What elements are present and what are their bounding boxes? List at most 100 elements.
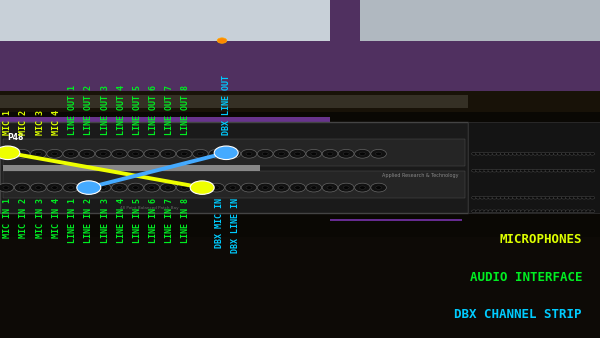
Circle shape [476, 210, 481, 213]
Circle shape [322, 149, 338, 158]
Circle shape [149, 152, 155, 155]
Text: DBX MIC IN: DBX MIC IN [215, 198, 223, 248]
Circle shape [311, 186, 317, 189]
Circle shape [112, 149, 127, 158]
Circle shape [533, 152, 538, 155]
Circle shape [557, 152, 562, 155]
Bar [0, 122, 468, 213]
Circle shape [484, 196, 488, 199]
Circle shape [492, 152, 497, 155]
Circle shape [181, 186, 187, 189]
Circle shape [63, 149, 79, 158]
Circle shape [480, 169, 485, 172]
Text: LINE OUT 3: LINE OUT 3 [101, 85, 110, 135]
Circle shape [214, 146, 238, 160]
Circle shape [500, 210, 505, 213]
Circle shape [112, 183, 127, 192]
Circle shape [517, 210, 521, 213]
Circle shape [488, 169, 493, 172]
Circle shape [496, 210, 501, 213]
Circle shape [165, 152, 171, 155]
Circle shape [590, 152, 595, 155]
Circle shape [79, 183, 95, 192]
Circle shape [197, 186, 203, 189]
Circle shape [537, 152, 542, 155]
Circle shape [343, 152, 349, 155]
Circle shape [545, 210, 550, 213]
Circle shape [355, 183, 370, 192]
Circle shape [290, 183, 305, 192]
Circle shape [14, 183, 30, 192]
Circle shape [508, 196, 513, 199]
Circle shape [484, 169, 488, 172]
Circle shape [590, 210, 595, 213]
Text: MICROPHONES: MICROPHONES [499, 234, 582, 246]
Circle shape [533, 196, 538, 199]
Bar [360, 0, 600, 41]
Circle shape [160, 183, 176, 192]
Text: LINE IN 7: LINE IN 7 [165, 198, 174, 243]
Circle shape [488, 196, 493, 199]
Bar [0, 0, 600, 95]
Circle shape [553, 152, 558, 155]
Circle shape [500, 169, 505, 172]
Text: AUDIO INTERFACE: AUDIO INTERFACE [470, 271, 582, 284]
Circle shape [274, 149, 289, 158]
Text: LINE OUT 2: LINE OUT 2 [84, 85, 94, 135]
Circle shape [209, 183, 224, 192]
Text: MIC IN 3: MIC IN 3 [36, 198, 45, 238]
Text: MIC IN 4: MIC IN 4 [52, 198, 61, 238]
Circle shape [557, 210, 562, 213]
Circle shape [521, 152, 526, 155]
Circle shape [128, 149, 143, 158]
Circle shape [582, 196, 587, 199]
Circle shape [524, 169, 529, 172]
Circle shape [562, 196, 566, 199]
Text: Applied Research & Technology: Applied Research & Technology [383, 173, 459, 178]
Circle shape [569, 169, 574, 172]
Circle shape [553, 196, 558, 199]
Circle shape [537, 210, 542, 213]
Circle shape [565, 169, 570, 172]
Text: LINE OUT 4: LINE OUT 4 [116, 85, 126, 135]
Circle shape [193, 149, 208, 158]
Circle shape [574, 196, 578, 199]
Circle shape [529, 196, 533, 199]
Text: LINE IN 6: LINE IN 6 [149, 198, 158, 243]
Circle shape [569, 210, 574, 213]
Circle shape [181, 152, 187, 155]
Bar [0, 0, 330, 41]
Circle shape [241, 149, 257, 158]
Circle shape [327, 152, 333, 155]
Circle shape [549, 169, 554, 172]
Circle shape [472, 210, 476, 213]
Circle shape [512, 152, 517, 155]
Circle shape [500, 196, 505, 199]
Circle shape [488, 210, 493, 213]
Circle shape [214, 186, 220, 189]
Circle shape [496, 169, 501, 172]
Circle shape [496, 196, 501, 199]
Circle shape [565, 210, 570, 213]
Circle shape [586, 152, 590, 155]
Circle shape [508, 210, 513, 213]
Circle shape [578, 210, 583, 213]
Circle shape [500, 152, 505, 155]
Circle shape [359, 186, 365, 189]
Text: P48: P48 [7, 134, 23, 142]
Circle shape [590, 169, 595, 172]
Circle shape [512, 210, 517, 213]
Bar [0, 237, 600, 338]
Circle shape [472, 169, 476, 172]
Text: LINE IN 4: LINE IN 4 [116, 198, 126, 243]
Circle shape [193, 183, 208, 192]
Text: LINE IN 3: LINE IN 3 [101, 198, 110, 243]
Circle shape [290, 149, 305, 158]
Circle shape [504, 169, 509, 172]
Text: MIC IN 1: MIC IN 1 [3, 198, 12, 238]
Circle shape [484, 210, 488, 213]
Circle shape [176, 149, 192, 158]
Bar [468, 122, 600, 213]
Text: LINE OUT 5: LINE OUT 5 [133, 85, 142, 135]
Text: LINE OUT 1: LINE OUT 1 [68, 85, 77, 135]
